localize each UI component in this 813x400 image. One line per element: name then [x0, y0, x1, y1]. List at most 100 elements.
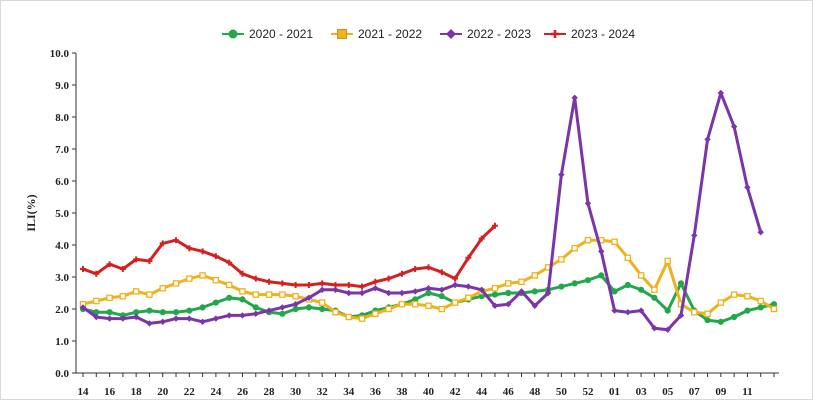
y-axis-title: ILI(%) — [24, 194, 38, 231]
data-point — [359, 283, 366, 290]
legend-marker — [337, 29, 347, 39]
data-point — [412, 288, 419, 295]
data-point — [744, 307, 751, 314]
data-point — [651, 294, 658, 301]
legend-marker — [446, 29, 456, 39]
data-point — [79, 304, 87, 311]
data-point — [319, 280, 326, 287]
data-point — [212, 253, 219, 260]
data-point — [584, 236, 592, 244]
data-point — [505, 301, 512, 308]
data-point — [425, 264, 432, 271]
data-point — [318, 286, 326, 293]
legend-label: 2022 - 2023 — [467, 27, 531, 41]
data-point — [372, 310, 379, 318]
data-point — [491, 291, 499, 298]
y-tick-label: 3.0 — [55, 272, 69, 284]
data-point — [717, 299, 725, 306]
data-point — [518, 288, 525, 295]
data-point — [744, 292, 751, 300]
data-point — [412, 266, 419, 272]
data-point — [239, 270, 246, 277]
data-point — [345, 313, 353, 321]
data-point — [146, 307, 153, 314]
data-point — [531, 288, 538, 295]
data-point — [186, 245, 193, 252]
data-point — [398, 289, 406, 297]
data-point — [731, 313, 738, 321]
data-point — [730, 123, 738, 130]
data-point — [677, 312, 685, 319]
data-point — [757, 229, 764, 236]
data-point — [106, 261, 113, 268]
data-point — [451, 299, 459, 306]
legend-label: 2020 - 2021 — [249, 27, 313, 41]
data-point — [279, 291, 286, 298]
data-point — [637, 272, 645, 279]
data-point — [292, 282, 299, 288]
data-point — [358, 315, 366, 322]
data-point — [266, 278, 273, 285]
data-point — [159, 318, 166, 325]
data-point — [571, 244, 578, 252]
data-point — [119, 266, 126, 272]
data-point — [438, 269, 445, 276]
data-point — [531, 272, 539, 279]
data-point — [252, 275, 259, 282]
y-tick-label: 10.0 — [50, 48, 70, 60]
data-point — [518, 278, 525, 286]
y-tick-label: 9.0 — [55, 80, 69, 92]
data-point — [172, 309, 180, 316]
data-point — [611, 238, 618, 246]
series-2022-2023 — [79, 89, 764, 333]
x-tick-label: 01 — [609, 386, 620, 398]
x-tick-label: 09 — [715, 386, 727, 398]
data-point — [770, 305, 778, 313]
x-tick-label: 42 — [450, 386, 462, 398]
data-point — [438, 286, 445, 293]
data-point — [677, 280, 685, 287]
data-point — [757, 297, 764, 305]
data-point — [106, 309, 113, 316]
data-point — [704, 310, 711, 318]
data-point — [332, 308, 339, 316]
data-point — [119, 292, 127, 300]
y-tick-label: 5.0 — [55, 208, 69, 220]
data-point — [544, 289, 552, 297]
data-point — [279, 280, 286, 287]
y-tick-label: 4.0 — [55, 240, 69, 252]
x-tick-label: 46 — [503, 386, 515, 398]
y-tick-label: 7.0 — [55, 144, 69, 156]
data-point — [226, 259, 233, 266]
data-point — [558, 283, 565, 290]
data-point — [571, 94, 578, 101]
data-point — [624, 281, 631, 289]
data-point — [691, 232, 698, 239]
data-point — [93, 313, 100, 321]
x-tick-label: 16 — [104, 386, 116, 398]
data-point — [398, 270, 405, 277]
data-point — [172, 315, 180, 322]
data-point — [252, 291, 259, 298]
data-point — [239, 312, 246, 319]
data-point — [173, 237, 180, 244]
data-point — [225, 281, 233, 289]
y-tick-label: 6.0 — [55, 176, 69, 188]
data-point — [571, 280, 578, 287]
data-point — [491, 302, 499, 309]
x-tick-label: 07 — [689, 386, 701, 398]
y-tick-label: 8.0 — [55, 112, 69, 124]
series-2023-2024 — [80, 222, 498, 290]
legend-marker — [228, 29, 238, 39]
data-point — [318, 299, 326, 306]
series-2021-2022 — [79, 236, 778, 322]
x-tick-label: 50 — [556, 386, 568, 398]
data-point — [584, 277, 592, 284]
data-point — [305, 294, 313, 301]
data-point — [611, 288, 618, 295]
data-point — [186, 307, 193, 314]
data-point — [638, 286, 645, 293]
data-point — [212, 276, 220, 284]
data-point — [385, 305, 392, 313]
data-point — [239, 288, 246, 295]
